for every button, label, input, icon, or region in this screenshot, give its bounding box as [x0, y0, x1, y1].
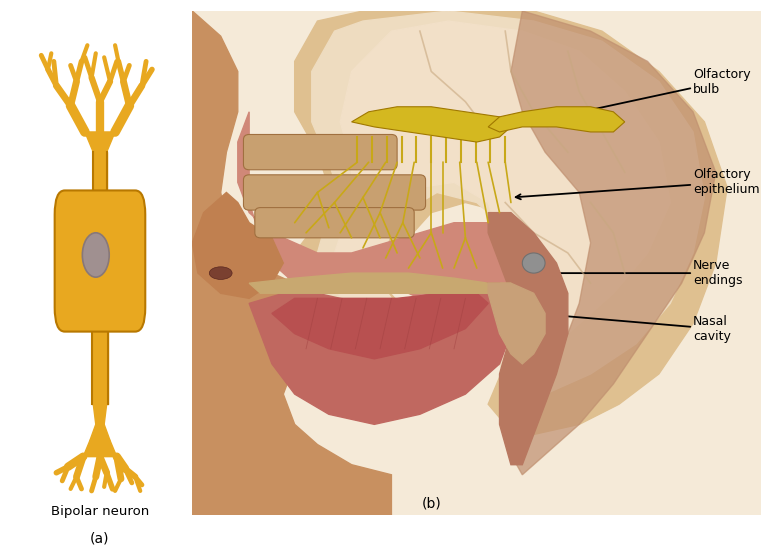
Polygon shape: [93, 404, 107, 424]
Polygon shape: [283, 1, 727, 435]
Polygon shape: [192, 11, 391, 515]
FancyBboxPatch shape: [244, 175, 425, 210]
Polygon shape: [335, 21, 671, 354]
Polygon shape: [272, 293, 488, 359]
Polygon shape: [238, 112, 522, 304]
Polygon shape: [85, 132, 115, 152]
Text: (a): (a): [90, 531, 110, 545]
Polygon shape: [488, 107, 624, 132]
Polygon shape: [311, 11, 704, 394]
Text: Olfactory
epithelium: Olfactory epithelium: [516, 168, 760, 199]
Polygon shape: [488, 283, 545, 364]
FancyBboxPatch shape: [255, 208, 414, 238]
Polygon shape: [488, 213, 568, 465]
Polygon shape: [192, 192, 283, 298]
Polygon shape: [249, 273, 511, 293]
Polygon shape: [90, 424, 110, 441]
Text: Nasal
cavity: Nasal cavity: [538, 312, 731, 342]
Polygon shape: [249, 283, 511, 424]
Polygon shape: [83, 441, 117, 456]
FancyBboxPatch shape: [244, 134, 397, 170]
Text: Bipolar neuron: Bipolar neuron: [51, 505, 149, 518]
Polygon shape: [351, 107, 511, 142]
Ellipse shape: [522, 253, 545, 273]
Ellipse shape: [209, 267, 232, 279]
FancyBboxPatch shape: [55, 191, 145, 332]
Text: Nerve
endings: Nerve endings: [516, 259, 743, 287]
Polygon shape: [511, 11, 716, 475]
Text: Olfactory
bulb: Olfactory bulb: [493, 67, 751, 132]
Text: (b): (b): [421, 496, 441, 510]
Ellipse shape: [82, 233, 109, 277]
